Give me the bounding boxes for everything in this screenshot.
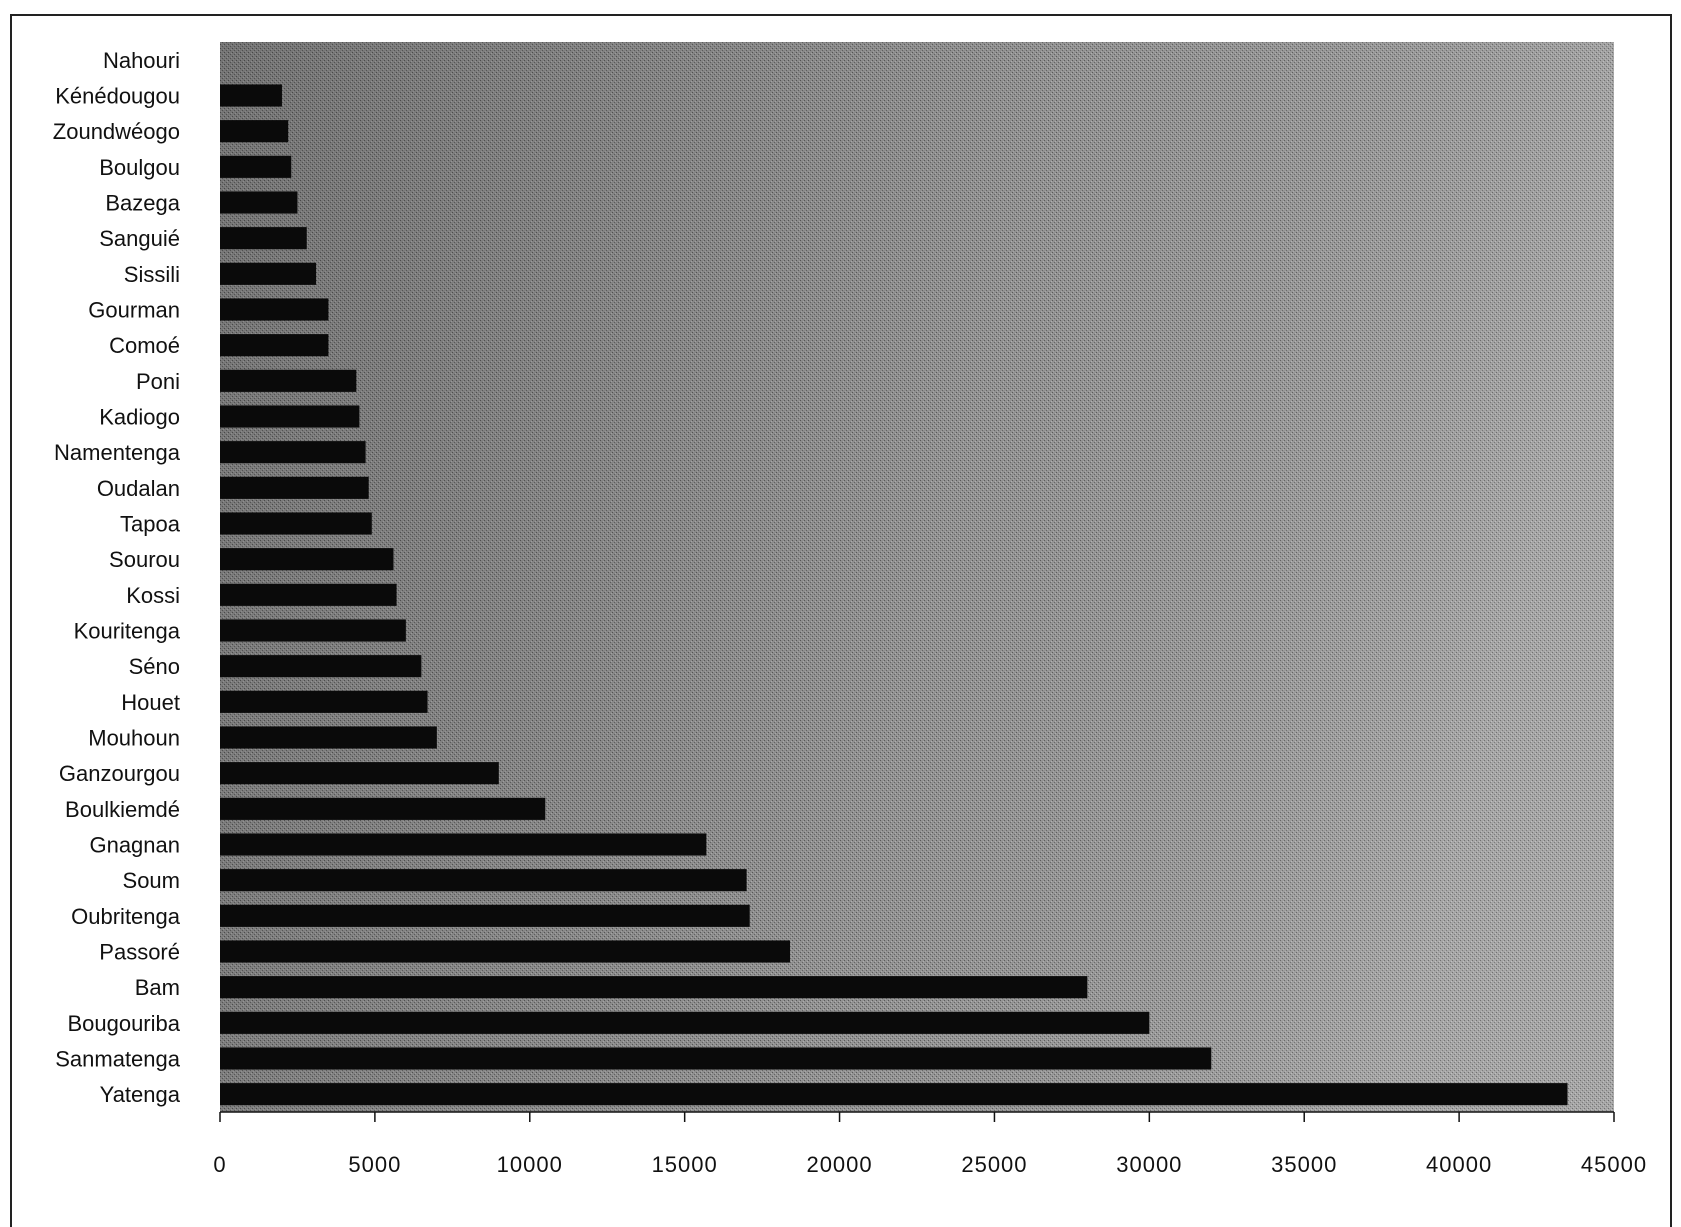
category-label: Kossi <box>126 583 180 608</box>
bar-mouhoun <box>220 726 437 749</box>
bar-houet <box>220 690 428 713</box>
category-label: Passoré <box>99 940 180 965</box>
category-label: Houet <box>121 690 180 715</box>
category-label: Bam <box>135 975 180 1000</box>
category-label: Sissili <box>124 262 180 287</box>
bar-kouritenga <box>220 619 406 642</box>
x-tick-label: 25000 <box>961 1152 1027 1177</box>
x-tick-label: 15000 <box>652 1152 718 1177</box>
category-label: Poni <box>136 369 180 394</box>
plot-area <box>220 42 1614 1112</box>
category-label: Gourman <box>88 298 180 323</box>
category-label: Sanmatenga <box>55 1047 181 1072</box>
category-label: Nahouri <box>103 48 180 73</box>
category-label: Sanguié <box>99 226 180 251</box>
category-label: Zoundwéogo <box>53 119 180 144</box>
bar-zoundw-ogo <box>220 120 289 143</box>
category-label: Gnagnan <box>89 833 180 858</box>
bar-yatenga <box>220 1083 1568 1106</box>
bar-tapoa <box>220 512 372 535</box>
category-label: Kadiogo <box>99 405 180 430</box>
bar-series <box>220 84 1568 1106</box>
category-label: Bazega <box>105 191 180 216</box>
bar-como- <box>220 334 329 357</box>
x-axis: 0 5000 10000 15000 20000 25000 30000 35000 40000… <box>213 1111 1647 1177</box>
bar-kossi <box>220 583 397 606</box>
category-label: Comoé <box>109 333 180 358</box>
bar-sourou <box>220 548 394 571</box>
bar-bougouriba <box>220 1011 1150 1034</box>
category-label: Mouhoun <box>88 726 180 751</box>
category-label: Tapoa <box>120 512 181 537</box>
plot-shading <box>220 42 1614 1112</box>
bar-s-no <box>220 655 422 678</box>
bar-passor- <box>220 940 790 963</box>
bar-sanmatenga <box>220 1047 1212 1070</box>
x-tick-label: 0 <box>213 1152 226 1177</box>
bar-sangui- <box>220 227 307 250</box>
category-label: Bougouriba <box>67 1011 180 1036</box>
bar-gnagnan <box>220 833 707 856</box>
bar-sissili <box>220 262 317 285</box>
category-label: Sourou <box>109 547 180 572</box>
bar-namentenga <box>220 441 366 464</box>
bar-soum <box>220 869 747 892</box>
category-label: Kénédougou <box>55 84 180 109</box>
x-tick-label: 20000 <box>806 1152 872 1177</box>
bar-ganzourgou <box>220 762 499 785</box>
category-label: Séno <box>129 654 180 679</box>
category-label: Boulgou <box>99 155 180 180</box>
bar-gourman <box>220 298 329 321</box>
category-label: Namentenga <box>54 440 181 465</box>
x-tick-label: 35000 <box>1271 1152 1337 1177</box>
bar-oudalan <box>220 476 369 499</box>
bar-boulgou <box>220 155 292 178</box>
category-label: Ganzourgou <box>59 761 180 786</box>
bar-k-n-dougou <box>220 84 282 107</box>
bar-bam <box>220 976 1088 999</box>
category-label: Oudalan <box>97 476 180 501</box>
x-tick-label: 40000 <box>1426 1152 1492 1177</box>
bar-poni <box>220 369 357 392</box>
category-label: Yatenga <box>100 1082 181 1107</box>
x-tick-label: 5000 <box>348 1152 401 1177</box>
bar-bazega <box>220 191 298 214</box>
category-label: Boulkiemdé <box>65 797 180 822</box>
bar-boulkiemd- <box>220 797 546 820</box>
bar-oubritenga <box>220 904 750 927</box>
x-tick-label: 45000 <box>1581 1152 1647 1177</box>
category-labels: Nahouri Kénédougou Zoundwéogo Boulgou Bazega… <box>53 48 181 1107</box>
bar-kadiogo <box>220 405 360 428</box>
x-tick-label: 10000 <box>497 1152 563 1177</box>
category-label: Oubritenga <box>71 904 181 929</box>
category-label: Kouritenga <box>74 619 181 644</box>
x-tick-label: 30000 <box>1116 1152 1182 1177</box>
category-label: Soum <box>123 868 180 893</box>
chart-frame <box>10 14 1672 1227</box>
